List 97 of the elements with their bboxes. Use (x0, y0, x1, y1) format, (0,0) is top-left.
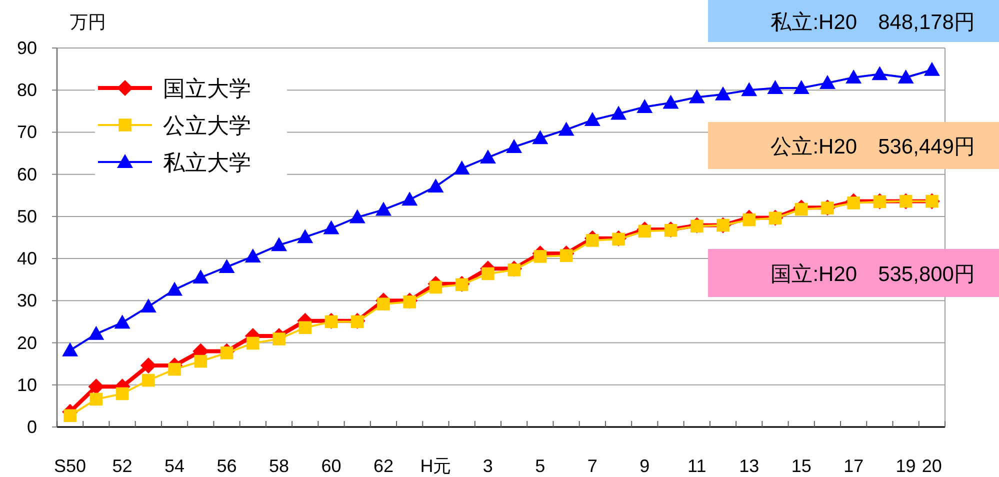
legend-label: 私立大学 (163, 150, 251, 175)
point (924, 62, 940, 76)
point (402, 192, 418, 206)
annotation: 国立:H20 535,800円 (770, 263, 975, 286)
x-tick-label: 52 (112, 456, 132, 476)
x-tick-label: 56 (216, 456, 237, 476)
x-tick-label: 11 (688, 456, 706, 476)
point (88, 326, 104, 340)
x-tick-label: 19 (896, 456, 916, 476)
point (323, 220, 340, 234)
x-tick-label: 7 (587, 456, 598, 476)
y-tick-label: 30 (16, 290, 37, 311)
y-tick-label: 60 (16, 164, 37, 184)
x-tick-label: 17 (844, 456, 864, 476)
point (662, 94, 679, 109)
x-tick-label: 62 (373, 456, 394, 476)
point (192, 270, 209, 284)
point (90, 392, 103, 406)
point (584, 112, 600, 126)
point (271, 237, 287, 252)
point (508, 264, 520, 276)
point (638, 224, 652, 238)
point (455, 278, 468, 292)
x-tick-label: 60 (321, 456, 342, 476)
point (847, 196, 860, 210)
legend-label: 公立大学 (163, 113, 251, 138)
point (246, 336, 260, 350)
y-tick-label: 0 (26, 417, 37, 437)
point (428, 178, 444, 193)
point (482, 267, 494, 280)
point (168, 362, 181, 376)
point (218, 258, 235, 273)
x-tick-label: 9 (640, 456, 650, 476)
point (454, 160, 470, 174)
point (742, 213, 756, 226)
point (898, 69, 914, 84)
point (350, 315, 364, 328)
point (819, 74, 836, 89)
point (297, 229, 314, 244)
point (560, 249, 573, 262)
legend-label: 国立大学 (163, 76, 251, 101)
point (506, 138, 522, 153)
x-tick-label: 13 (739, 456, 760, 476)
point (62, 342, 78, 356)
point (375, 202, 392, 216)
point (610, 106, 627, 120)
point (534, 250, 547, 263)
y-tick-label: 10 (16, 374, 37, 395)
y-tick-label: 70 (16, 122, 37, 142)
x-tick-label: 3 (482, 456, 493, 476)
point (116, 387, 129, 400)
point (349, 209, 366, 224)
x-tick-label: S50 (54, 456, 86, 476)
point (741, 82, 758, 96)
point (298, 321, 312, 334)
point (272, 332, 286, 346)
point (793, 80, 810, 94)
point (767, 80, 784, 94)
point (88, 378, 104, 395)
point (612, 232, 625, 246)
x-tick-label: 5 (535, 456, 546, 476)
point (140, 298, 156, 313)
point (64, 409, 76, 422)
point (194, 354, 208, 368)
x-tick-label: 15 (791, 456, 812, 476)
point (324, 315, 338, 328)
point (403, 296, 416, 308)
point (244, 248, 261, 262)
point (377, 298, 390, 310)
y-tick-label: 40 (16, 248, 37, 269)
x-tick-label: 20 (922, 456, 942, 476)
point (532, 130, 548, 144)
x-tick-label: 54 (164, 456, 185, 476)
point (688, 89, 705, 104)
y-tick-label: 20 (16, 332, 37, 353)
point (142, 374, 155, 387)
y-axis-title: 万円 (70, 12, 106, 32)
point (166, 282, 183, 296)
y-tick-label: 90 (16, 38, 37, 58)
point (480, 149, 496, 164)
point (140, 358, 156, 374)
point (558, 122, 574, 136)
point (114, 314, 130, 329)
annotation: 公立:H20 536,449円 (770, 136, 975, 158)
y-tick-label: 50 (16, 206, 37, 226)
point (794, 202, 808, 216)
point (220, 346, 234, 360)
x-tick-label: H元 (420, 456, 452, 476)
point (429, 280, 442, 294)
y-tick-label: 80 (16, 80, 37, 100)
x-tick-label: 58 (268, 456, 290, 476)
point (715, 86, 731, 100)
point (690, 220, 704, 233)
point (636, 98, 653, 113)
point (846, 69, 862, 84)
point (586, 234, 599, 247)
point (872, 66, 888, 80)
